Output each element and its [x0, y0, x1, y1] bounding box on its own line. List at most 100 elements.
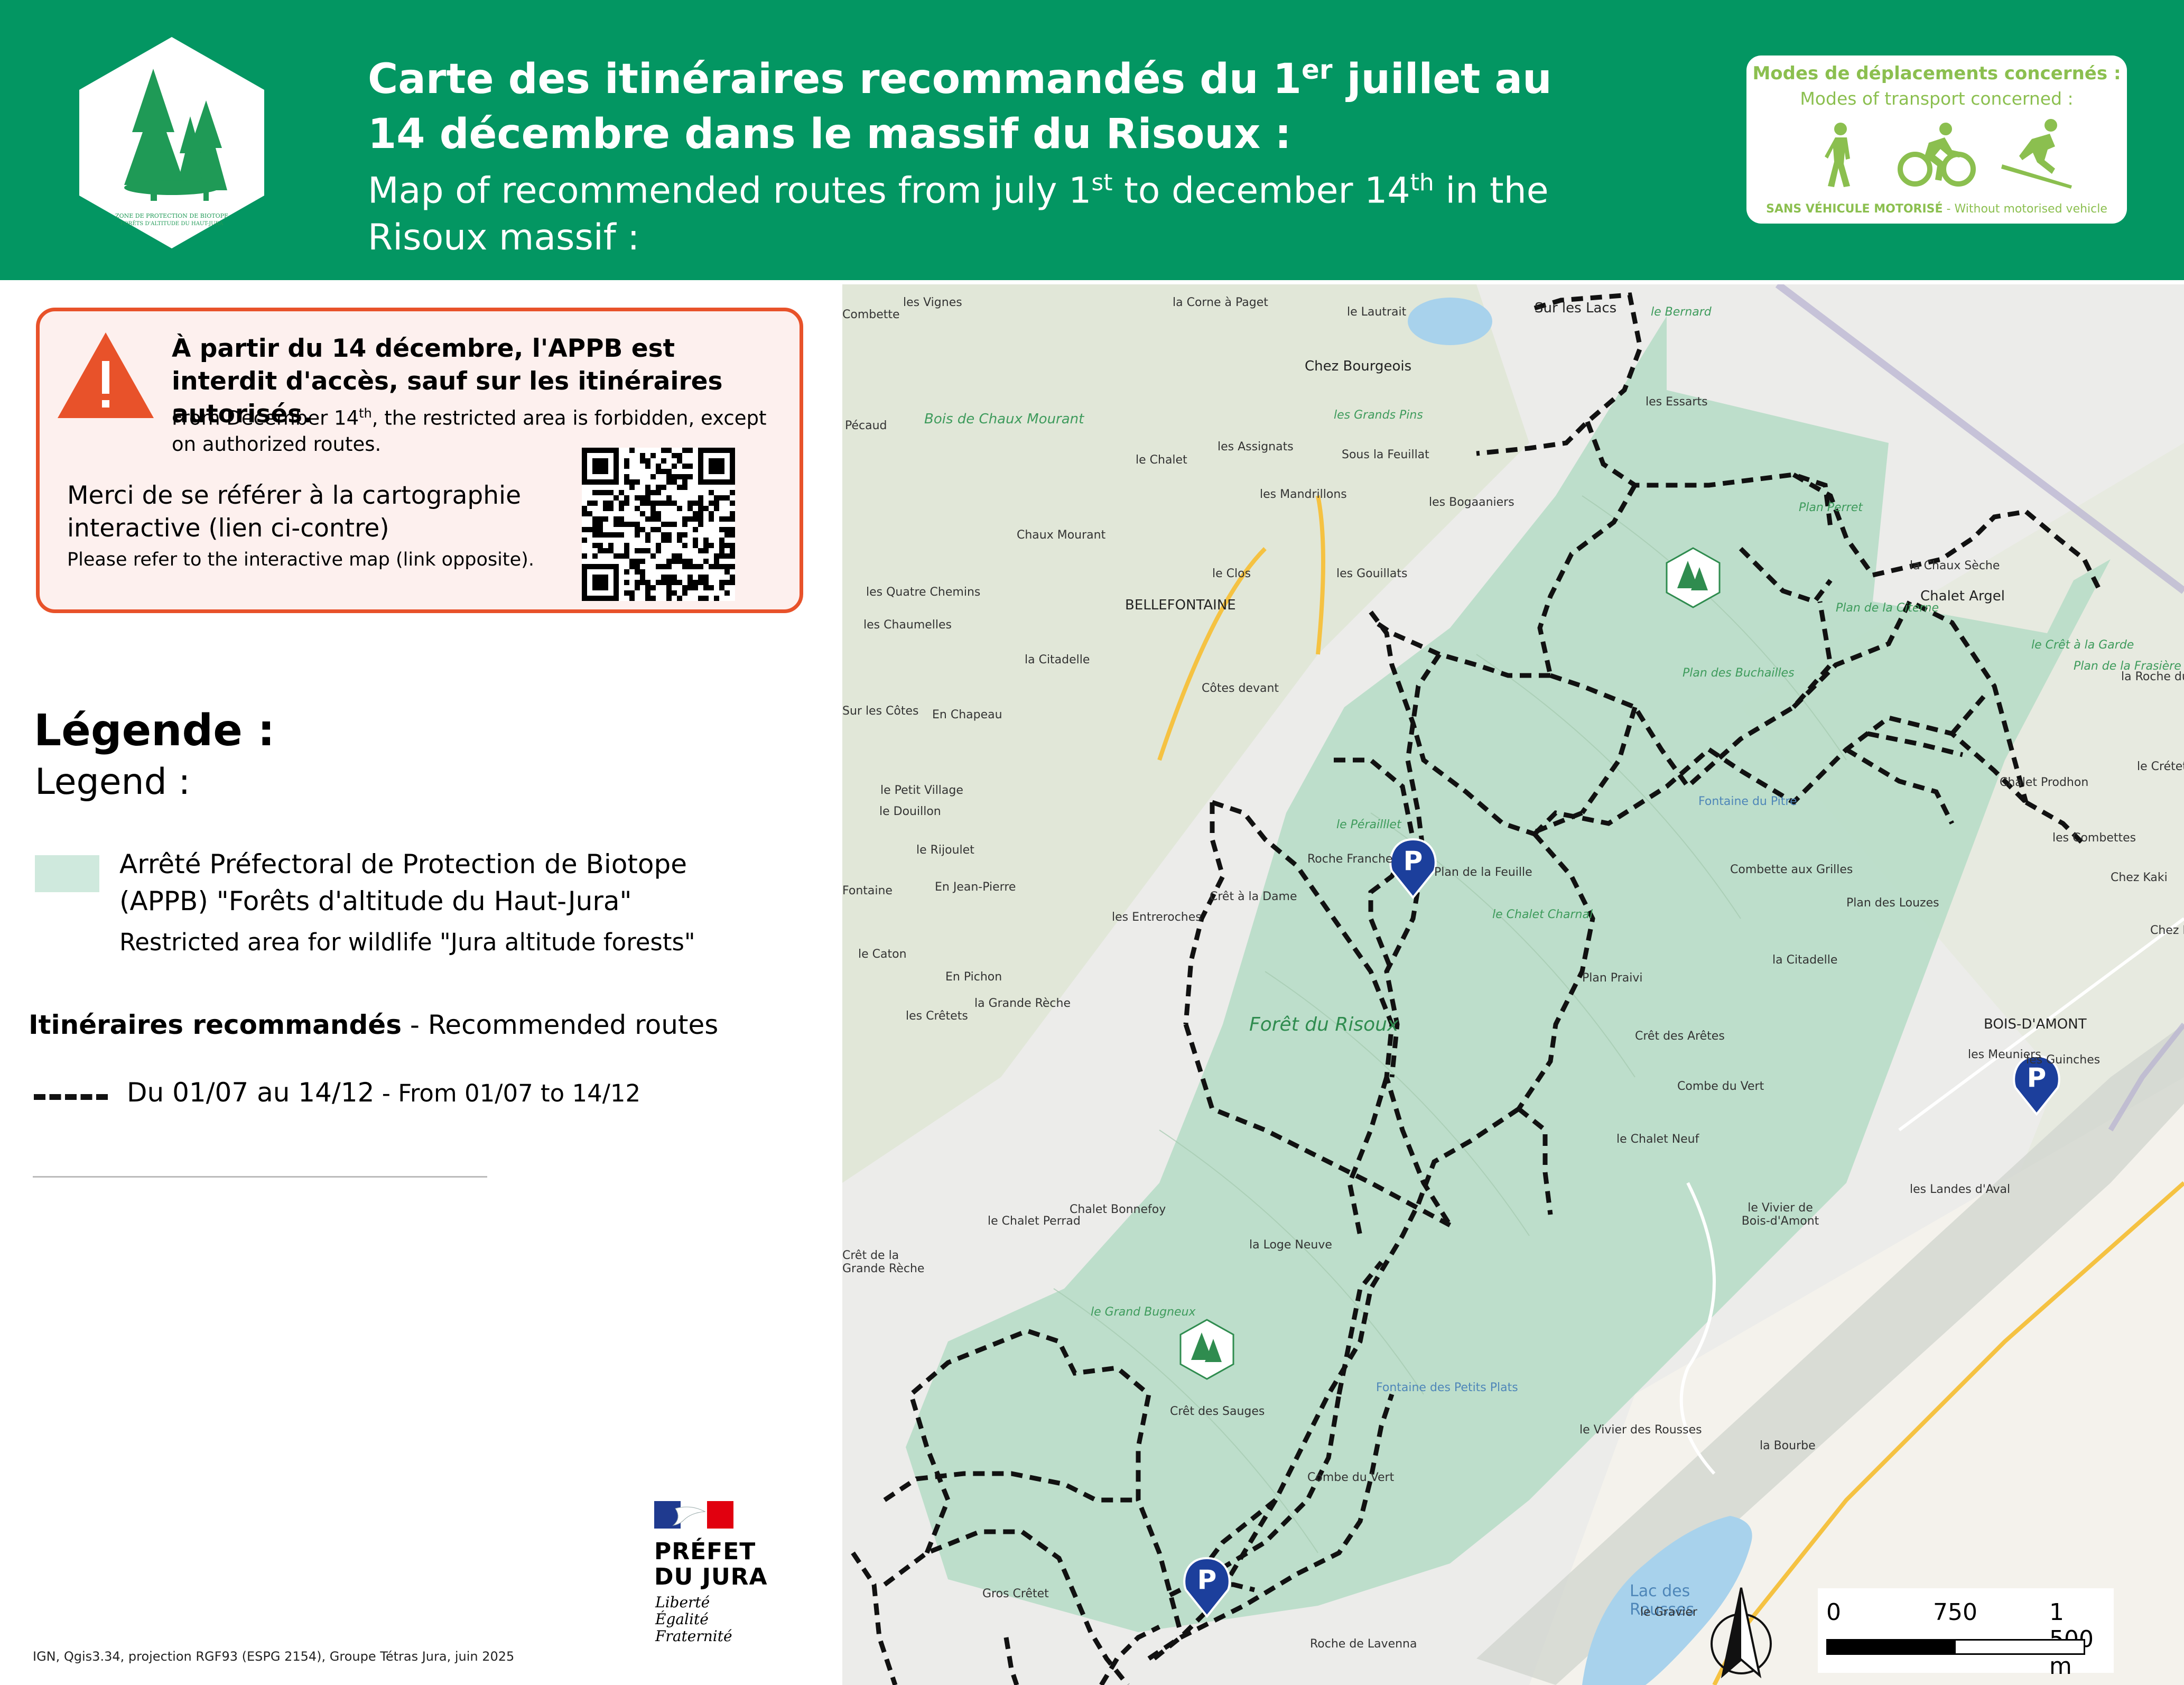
- cyclist-icon: [1898, 123, 1976, 187]
- place-label: les Entreroches: [1112, 911, 1202, 924]
- place-label: la Loge Neuve: [1249, 1238, 1332, 1252]
- biotope-logo-icon: ZONE DE PROTECTION DE BIOTOPE FORÊTS D'A…: [79, 37, 264, 248]
- place-label: les Bogaaniers: [1429, 496, 1514, 509]
- logo-text-2: FORÊTS D'ALTITUDE DU HAUT-JURA: [120, 220, 224, 227]
- warning-text-en: From December 14th, the restricted area …: [172, 406, 767, 456]
- qr-code-icon: [582, 448, 735, 601]
- title-fr: Carte des itinéraires recommandés du 1er…: [368, 54, 1552, 158]
- place-label: Combe du Vert: [1677, 1080, 1764, 1093]
- logo-text-1: ZONE DE PROTECTION DE BIOTOPE: [115, 212, 228, 219]
- scale-label-750: 750: [1933, 1599, 1977, 1626]
- scale-label-0: 0: [1826, 1599, 1841, 1626]
- place-label: la Corne à Paget: [1173, 296, 1268, 309]
- svg-text:P: P: [1404, 846, 1423, 876]
- modes-subtitle: Modes of transport concerned :: [1800, 88, 2074, 109]
- apbb-swatch: [35, 855, 99, 892]
- place-label: les Chaumelles: [863, 618, 952, 632]
- place-label: le Bernard: [1651, 305, 1712, 319]
- place-label: Chalet Argel: [1920, 588, 2005, 604]
- place-label: la Chaux Sèche: [1910, 559, 2000, 572]
- place-label: les Essarts: [1646, 395, 1708, 409]
- prefet-motto: Liberté Égalité Fraternité: [655, 1594, 732, 1645]
- skier-icon: [2001, 119, 2072, 189]
- map-canvas[interactable]: P P P Sur les Lacs Chez Bourgeois les Gr…: [842, 284, 2184, 1685]
- parking-markers: P P P: [1183, 838, 2060, 1618]
- place-label: la Grande Rèche: [974, 997, 1071, 1010]
- appb-zone: [906, 316, 2111, 1632]
- legend-subtitle: Legend :: [35, 761, 191, 803]
- place-label: le Vivier de Bois-d'Amont: [1741, 1201, 1819, 1228]
- place-label: Plan de la Citerne: [1836, 601, 1939, 615]
- place-label: Combette: [842, 308, 900, 321]
- place-label: les Guinches: [2026, 1053, 2101, 1067]
- place-label: les Grands Pins: [1334, 409, 1423, 422]
- place-label: le Chalet: [1136, 453, 1187, 467]
- header-banner: ZONE DE PROTECTION DE BIOTOPE FORÊTS D'A…: [0, 0, 2184, 280]
- place-label: Pécaud: [845, 419, 887, 432]
- place-label: le Pérailllet: [1336, 818, 1401, 831]
- place-label: Plan Perret: [1799, 501, 1863, 514]
- place-label: Chalet Bonnefoy: [1070, 1203, 1166, 1216]
- place-label: les Landes d'Aval: [1910, 1183, 2011, 1196]
- place-label: Chez Patr: [2150, 924, 2184, 937]
- place-label: Roche de Lavenna: [1310, 1637, 1417, 1651]
- place-label: les Vignes: [903, 296, 962, 309]
- place-label: BOIS-D'AMONT: [1984, 1016, 2087, 1032]
- svg-text:P: P: [2027, 1062, 2047, 1093]
- prefet-logo: PRÉFET DU JURA Liberté Égalité Fraternité: [654, 1501, 792, 1660]
- place-label: Chalet Prodhon: [2000, 776, 2089, 789]
- place-label: le Caton: [858, 948, 907, 961]
- svg-text:P: P: [1197, 1564, 1217, 1595]
- transport-modes-panel: Modes de déplacements concernés : Modes …: [1746, 55, 2127, 224]
- interactive-map-text-en: Please refer to the interactive map (lin…: [67, 549, 534, 570]
- place-label: Plan des Louzes: [1846, 896, 1939, 910]
- map-base: P P P: [842, 284, 2184, 1685]
- place-label: le Vivier des Rousses: [1579, 1423, 1702, 1437]
- route-label: Du 01/07 au 14/12 - From 01/07 to 14/12: [127, 1077, 641, 1108]
- place-label: Plan de la Feuille: [1434, 866, 1532, 879]
- title-en: Map of recommended routes from july 1st …: [368, 169, 1549, 258]
- route-dashed-line-icon: [34, 1094, 108, 1100]
- prefet-name: PRÉFET DU JURA: [654, 1538, 768, 1590]
- place-label: Roche Franche: [1307, 853, 1393, 866]
- place-label: le Chalet Charnal: [1492, 908, 1593, 921]
- place-label: Sous la Feuillat: [1342, 448, 1429, 461]
- place-label: En Jean-Pierre: [935, 881, 1016, 894]
- place-label: En Chapeau: [932, 708, 1002, 721]
- legend-apbb-en: Restricted area for wildlife "Jura altit…: [119, 928, 695, 956]
- forest-hex-markers: [1179, 547, 1721, 1380]
- interactive-map-text-fr: Merci de se référer à la cartographie in…: [67, 481, 522, 543]
- scale-bar-graphic: [1826, 1639, 2085, 1655]
- place-label: le Crétet: [2137, 760, 2184, 773]
- place-label: Gros Crêtet: [982, 1587, 1049, 1600]
- place-label: Crêt des Arêtes: [1635, 1030, 1725, 1043]
- place-label: BELLEFONTAINE: [1125, 597, 1236, 613]
- warning-triangle-icon: [58, 332, 154, 418]
- recommended-routes: [851, 292, 2103, 1685]
- hiker-icon: [1825, 123, 1850, 187]
- qr-code[interactable]: [582, 448, 735, 601]
- place-label: Crêt de la Grande Rèche: [842, 1249, 925, 1275]
- place-label: Fontaine des Petits Plats: [1376, 1381, 1518, 1394]
- place-label: la Citadelle: [1772, 953, 1838, 967]
- place-label: Combette aux Grilles: [1730, 863, 1853, 876]
- place-label: le Grand Bugneux: [1091, 1306, 1196, 1319]
- place-label: la Roche du Joux: [2121, 670, 2184, 683]
- modes-title: Modes de déplacements concernés :: [1752, 63, 2121, 84]
- north-arrow-icon: [1711, 1587, 1772, 1679]
- warning-title: À partir du 14 décembre, l'APPB est inte…: [172, 334, 723, 429]
- place-label: Bois de Chaux Mourant: [924, 411, 1084, 427]
- place-label: les Combettes: [2052, 831, 2136, 845]
- place-label: Crêt des Sauges: [1170, 1405, 1265, 1418]
- place-label: le Rijoulet: [916, 844, 974, 857]
- place-label: Forêt du Risoux: [1249, 1014, 1399, 1035]
- legend-apbb-fr: Arrêté Préfectoral de Protection de Biot…: [119, 849, 687, 916]
- place-label: le Douillon: [879, 805, 941, 818]
- marianne-flag-icon: [654, 1501, 733, 1529]
- place-label: Sur les Lacs: [1535, 300, 1617, 316]
- warning-box: À partir du 14 décembre, l'APPB est inte…: [36, 308, 803, 613]
- place-label: Plan de la Frasière: [2074, 660, 2181, 673]
- place-label: les Mandrillons: [1260, 488, 1347, 501]
- place-label: Plan des Buchailles: [1683, 666, 1795, 680]
- modes-footer: SANS VÉHICULE MOTORISÉ - Without motoris…: [1766, 202, 2107, 216]
